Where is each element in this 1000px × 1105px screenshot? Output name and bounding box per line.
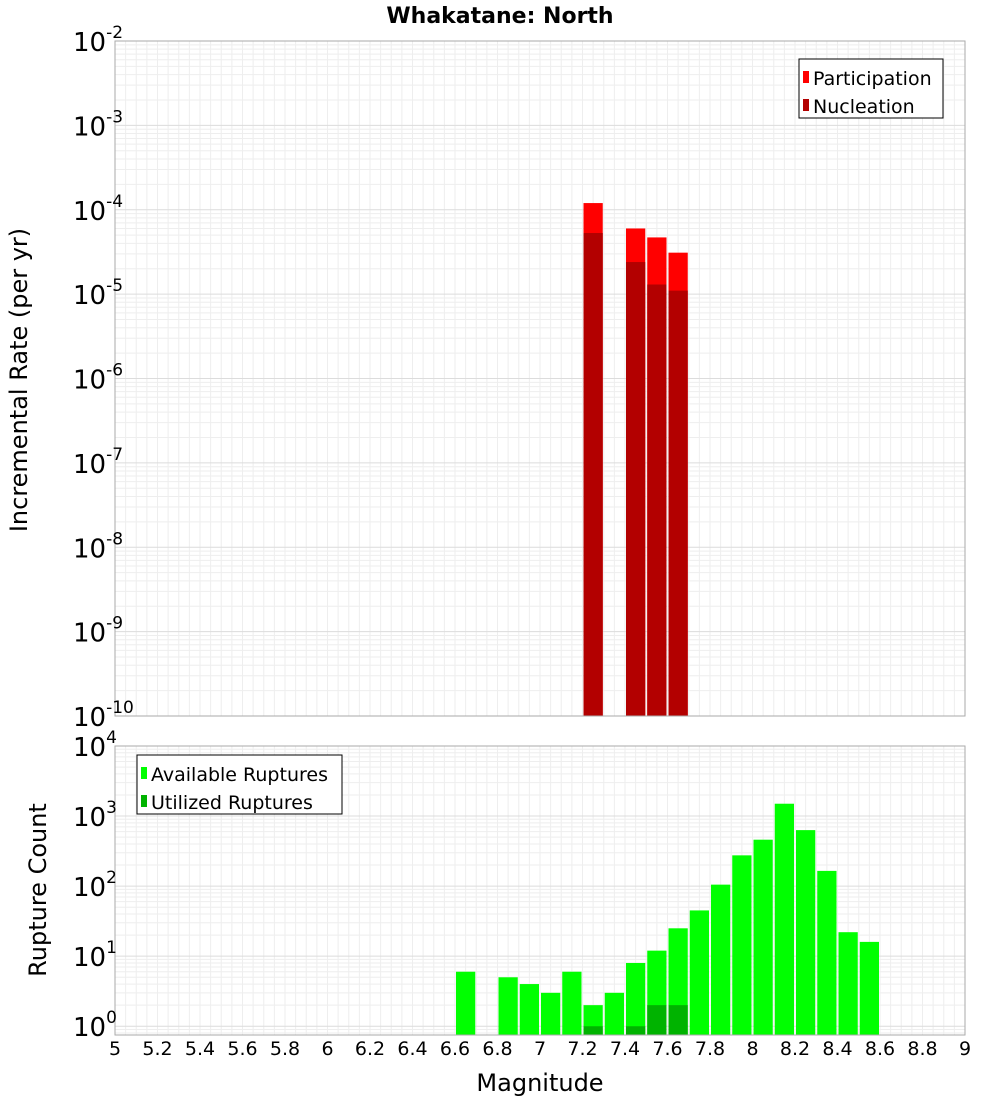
bottom-x-tick-label: 5.2	[142, 1038, 172, 1060]
bottom-bar-available-ruptures	[604, 992, 624, 1035]
bottom-legend-label: Utilized Ruptures	[151, 792, 313, 814]
bottom-bar-utilized-ruptures	[647, 1005, 667, 1035]
bottom-x-tick-label: 7.6	[652, 1038, 682, 1060]
bottom-x-tick-label: 9	[959, 1038, 971, 1060]
top-y-tick-label: 10-2	[73, 23, 123, 58]
bottom-x-tick-label: 6.6	[440, 1038, 470, 1060]
top-y-tick-label: 10-7	[73, 445, 123, 480]
bottom-y-tick-label: 100	[73, 1008, 117, 1043]
top-frame	[114, 40, 966, 717]
bottom-x-tick-label: 6.4	[397, 1038, 427, 1060]
bottom-x-tick-label: 6.2	[355, 1038, 385, 1060]
bottom-bar-available-ruptures	[541, 992, 561, 1035]
bottom-series-available-ruptures	[456, 803, 879, 1035]
bottom-series-utilized-ruptures	[583, 1005, 688, 1035]
top-bar-nucleation	[583, 233, 603, 716]
top-legend-box	[798, 58, 944, 119]
bottom-legend-swatch	[141, 795, 147, 807]
top-legend-label: Participation	[813, 68, 932, 90]
bottom-x-tick-label: 8	[746, 1038, 758, 1060]
top-y-tick-label: 10-5	[73, 276, 123, 311]
bottom-bar-available-ruptures	[626, 962, 646, 1035]
top-y-tick-label: 10-3	[73, 107, 123, 142]
top-legend-swatch	[803, 71, 809, 83]
bottom-bar-available-ruptures	[519, 984, 539, 1035]
top-legend: Participation Nucleation	[798, 58, 944, 119]
bottom-frame	[114, 745, 966, 1036]
bottom-bar-available-ruptures	[774, 803, 794, 1035]
bottom-legend: Available Ruptures Utilized Ruptures	[136, 754, 343, 815]
bottom-x-ticks: 5 5.2 5.4 5.6 5.8 6 6.2 6.4 6.6 6.8 7 7.2 7.4 7.6 7.8 8…	[109, 1038, 971, 1060]
bottom-x-tick-label: 7	[534, 1038, 546, 1060]
top-y-tick-label: 10-6	[73, 361, 123, 396]
x-axis-label: Magnitude	[476, 1069, 603, 1097]
chart-title: Whakatane: North	[386, 4, 613, 29]
top-legend-label: Nucleation	[813, 96, 915, 118]
top-panel-rate-chart: 10-10 10-9 10-8 10-7 10-6 10-5 10-4 10-3 10-2 Par…	[73, 23, 966, 733]
bottom-y-tick-label: 102	[73, 868, 117, 903]
top-y-axis-label: Incremental Rate (per yr)	[5, 228, 33, 532]
bottom-bar-available-ruptures	[817, 870, 837, 1035]
bottom-x-tick-label: 8.8	[907, 1038, 937, 1060]
bottom-bar-utilized-ruptures	[626, 1026, 646, 1035]
bottom-legend-swatch	[141, 767, 147, 779]
bottom-x-tick-label: 5.8	[270, 1038, 300, 1060]
bottom-legend-box	[136, 754, 343, 815]
bottom-bar-available-ruptures	[456, 971, 476, 1035]
bottom-bar-utilized-ruptures	[668, 1005, 688, 1035]
top-y-tick-label: 10-10	[73, 698, 134, 733]
bottom-x-tick-label: 5.4	[185, 1038, 215, 1060]
bottom-x-tick-label: 8.2	[780, 1038, 810, 1060]
bottom-bar-available-ruptures	[796, 830, 816, 1035]
bottom-bar-available-ruptures	[838, 932, 858, 1035]
bottom-y-tick-label: 103	[73, 798, 117, 833]
bottom-x-tick-label: 7.8	[695, 1038, 725, 1060]
top-grid	[114, 40, 966, 717]
bottom-y-ticks: 100 101 102 103 104	[73, 728, 117, 1043]
bottom-bar-available-ruptures	[859, 941, 879, 1035]
bottom-x-tick-label: 8.6	[865, 1038, 895, 1060]
top-bar-nucleation	[626, 262, 646, 716]
top-legend-swatch	[803, 99, 809, 111]
bottom-bar-available-ruptures	[711, 884, 731, 1035]
top-y-tick-label: 10-9	[73, 614, 123, 649]
top-bar-nucleation	[647, 284, 667, 716]
top-series-nucleation	[583, 233, 688, 716]
bottom-x-tick-label: 5	[109, 1038, 121, 1060]
bottom-legend-label: Available Ruptures	[151, 764, 328, 786]
bottom-x-tick-label: 7.4	[610, 1038, 640, 1060]
top-y-tick-label: 10-8	[73, 529, 123, 564]
bottom-y-tick-label: 104	[73, 728, 117, 763]
bottom-bar-available-ruptures	[753, 839, 773, 1035]
bottom-bar-available-ruptures	[498, 977, 518, 1035]
top-y-tick-label: 10-4	[73, 192, 123, 227]
bottom-x-tick-label: 5.6	[227, 1038, 257, 1060]
top-bar-nucleation	[668, 290, 688, 716]
bottom-bar-available-ruptures	[689, 910, 709, 1035]
bottom-x-tick-label: 7.2	[567, 1038, 597, 1060]
bottom-x-tick-label: 8.4	[822, 1038, 852, 1060]
bottom-bar-available-ruptures	[732, 855, 752, 1035]
bottom-bar-available-ruptures	[562, 971, 582, 1035]
bottom-panel-count-chart: 100 101 102 103 104 5 5.2 5.4 5.6 5.8 6 6.2 6.4 6.6 6.…	[73, 728, 971, 1060]
bottom-bar-utilized-ruptures	[583, 1026, 603, 1035]
bottom-x-tick-label: 6	[321, 1038, 333, 1060]
bottom-y-axis-label: Rupture Count	[24, 803, 52, 977]
bottom-y-tick-label: 101	[73, 938, 117, 973]
top-y-ticks: 10-10 10-9 10-8 10-7 10-6 10-5 10-4 10-3 10-2	[73, 23, 134, 733]
bottom-x-tick-label: 6.8	[482, 1038, 512, 1060]
